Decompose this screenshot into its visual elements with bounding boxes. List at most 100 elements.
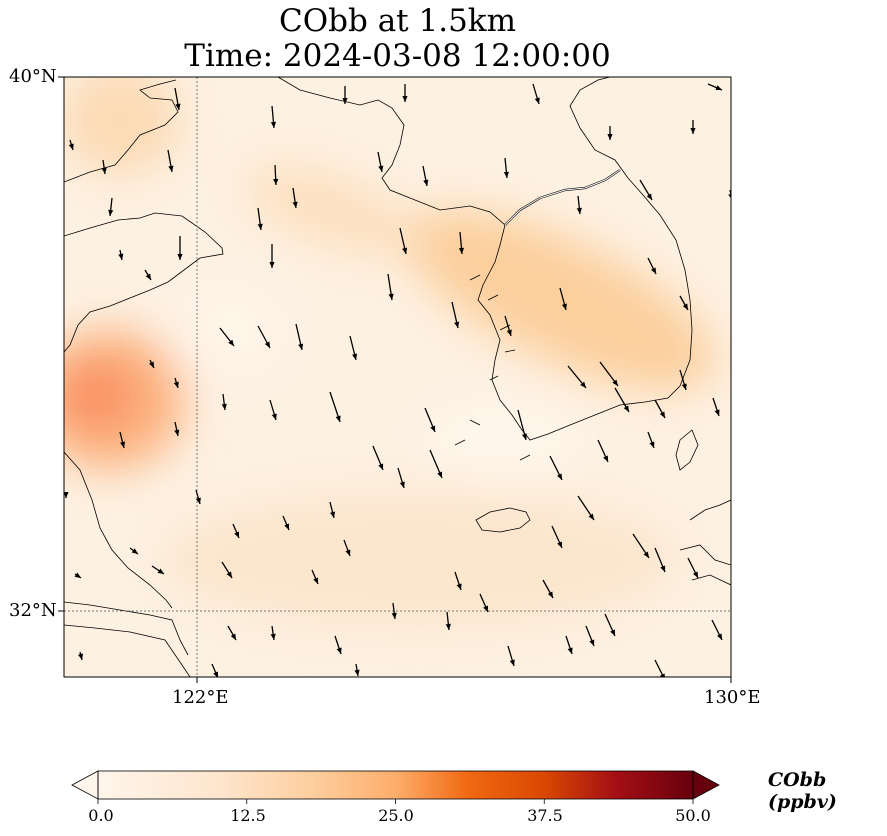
- wind-arrow-head: [378, 463, 384, 470]
- wind-arrow-head: [659, 411, 665, 418]
- wind-arrow-head: [74, 572, 81, 578]
- lon-tick-label-122: 122°E: [172, 687, 229, 708]
- wind-arrow-head: [437, 471, 443, 478]
- wind-arrow-head: [690, 128, 696, 134]
- coastline-jiangsu: [64, 451, 173, 609]
- wind-arrow-head: [567, 647, 573, 654]
- wind-arrow-head: [503, 171, 509, 178]
- wind-arrow-head: [402, 247, 408, 254]
- wind-arrow-head: [623, 405, 629, 412]
- wind-arrow-head: [221, 403, 227, 410]
- wind-arrow-head: [264, 341, 270, 348]
- wind-arrow-head: [659, 673, 665, 677]
- wind-arrow-head: [234, 531, 240, 538]
- map-frame: [63, 76, 732, 678]
- wind-arrow-head: [506, 329, 512, 336]
- wind-arrow-head: [714, 409, 720, 416]
- colorbar-tick-3: 37.5: [527, 806, 563, 825]
- coastlines: [64, 77, 731, 677]
- chart-title: CObb at 1.5km Time: 2024-03-08 12:00:00: [64, 4, 731, 74]
- wind-arrow-head: [715, 85, 722, 91]
- wind-arrow-head: [352, 353, 358, 360]
- wind-arrow-head: [588, 513, 594, 520]
- lat-tick-label-40: 40°N: [9, 66, 57, 87]
- wind-arrow-head: [148, 361, 154, 368]
- wind-arrow-head: [649, 441, 655, 448]
- wind-arrow-head: [101, 167, 107, 174]
- wind-arrow-head: [120, 441, 126, 448]
- wind-arrow-head: [108, 209, 114, 216]
- wind-arrow-head: [271, 413, 277, 420]
- wind-arrow-head: [330, 511, 336, 518]
- title-line-1: CObb at 1.5km: [279, 3, 516, 39]
- coastline-kyushu: [679, 499, 731, 586]
- wind-arrow-head: [391, 612, 397, 619]
- colorbar-label: CObb (ppbv): [768, 769, 837, 813]
- wind-arrow-head: [174, 429, 180, 436]
- wind-arrow-head: [547, 591, 553, 598]
- wind-arrow-head: [610, 629, 615, 636]
- wind-arrow-head: [336, 647, 342, 654]
- coastline-yangtze-south: [64, 624, 191, 677]
- wind-arrow-head: [230, 633, 236, 640]
- wind-arrow-head: [509, 659, 515, 666]
- wind-arrow-head: [589, 639, 595, 646]
- wind-arrow-head: [580, 381, 586, 388]
- wind-arrow-head: [175, 103, 181, 110]
- wind-arrow-head: [195, 497, 201, 504]
- wind-arrow-head: [354, 669, 360, 676]
- wind-arrow-head: [643, 551, 649, 558]
- colorbar-extend-high: [692, 770, 720, 800]
- wind-arrow-head: [342, 98, 348, 104]
- wind-arrow-head: [313, 577, 319, 584]
- wind-arrow-head: [603, 455, 608, 462]
- wind-arrow-head: [682, 303, 688, 310]
- colorbar: [71, 770, 720, 804]
- wind-arrow-head: [521, 433, 527, 440]
- lon-tick-label-130: 130°E: [704, 687, 761, 708]
- wind-arrow-head: [430, 425, 436, 432]
- wind-arrow-head: [168, 165, 174, 172]
- wind-vectors: [64, 83, 731, 677]
- colorbar-tick-1: 12.5: [230, 806, 266, 825]
- wind-arrow-head: [228, 339, 234, 346]
- wind-arrow-head: [68, 143, 74, 150]
- wind-arrow-head: [445, 623, 451, 630]
- coastline-jeju: [475, 507, 531, 533]
- wind-arrow-head: [173, 381, 179, 388]
- wind-arrow-head: [335, 415, 341, 422]
- colorbar-extend-low: [71, 770, 99, 800]
- wind-arrow-head: [145, 273, 151, 280]
- wind-arrow-head: [378, 165, 384, 172]
- wind-arrow-head: [728, 194, 731, 199]
- lat-tick-label-32: 32°N: [9, 600, 57, 621]
- wind-arrow-head: [284, 523, 290, 530]
- wind-arrow-head: [213, 671, 219, 677]
- colorbar-tick-0: 0.0: [88, 806, 114, 825]
- wind-arrow-head: [576, 207, 582, 214]
- wind-arrow: [729, 189, 731, 199]
- axis-ticks: [58, 76, 732, 683]
- wind-arrow-head: [650, 267, 656, 274]
- colorbar-tick-2: 25.0: [378, 806, 414, 825]
- wind-arrow-head: [716, 633, 722, 640]
- wind-arrow-head: [270, 633, 276, 640]
- wind-arrow-head: [402, 96, 408, 102]
- coastline-bohai: [64, 79, 179, 183]
- wind-arrow-head: [660, 565, 666, 572]
- wind-arrow-head: [483, 605, 488, 612]
- wind-arrow-head: [257, 223, 263, 230]
- wind-arrow-head: [458, 247, 465, 254]
- wind-arrow-head: [557, 541, 562, 548]
- coastline-shandong: [64, 212, 224, 353]
- wind-arrow-head: [298, 343, 304, 350]
- wind-arrow-head: [423, 179, 429, 186]
- coastline-korea-strait-islands: [675, 429, 699, 471]
- wind-arrow-head: [177, 254, 183, 260]
- wind-arrow-head: [226, 571, 232, 578]
- coastline-west-korea-islands: [454, 274, 531, 461]
- wind-arrow-head: [273, 178, 279, 185]
- wind-arrow-head: [561, 303, 567, 310]
- wind-arrow-head: [612, 379, 618, 386]
